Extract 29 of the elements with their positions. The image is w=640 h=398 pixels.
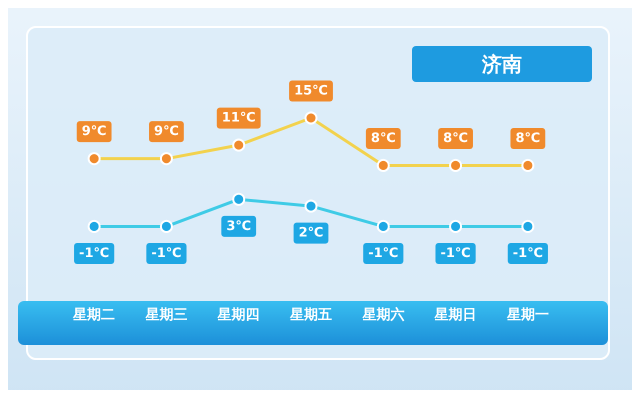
data-label: -1℃ [368, 246, 398, 261]
point [521, 220, 534, 233]
chart-title: 济南 [481, 52, 522, 76]
x-tick-label: 星期一 [506, 307, 549, 323]
x-tick-label: 星期四 [216, 307, 260, 323]
point [376, 220, 390, 233]
data-label: 9℃ [154, 124, 179, 140]
data-label: 8℃ [443, 130, 468, 146]
x-tick-label: 星期六 [361, 306, 404, 323]
data-label: 8℃ [515, 130, 540, 146]
data-label: 3℃ [226, 218, 252, 234]
x-tick-label: 星期五 [289, 307, 332, 323]
data-label: 2℃ [298, 226, 324, 241]
point [88, 220, 101, 233]
data-label: -1℃ [79, 246, 110, 261]
point [304, 200, 318, 213]
data-label: -1℃ [440, 246, 471, 261]
x-tick-label: 星期二 [72, 307, 116, 323]
point [449, 220, 462, 233]
x-tick-label: 星期日 [434, 307, 477, 323]
data-label: 11℃ [222, 110, 256, 126]
data-label: 8℃ [370, 130, 396, 146]
point [232, 192, 246, 206]
data-label: -1℃ [151, 246, 182, 261]
data-label: 9℃ [82, 124, 107, 140]
data-label: -1℃ [512, 246, 543, 261]
data-label: 15℃ [294, 84, 328, 98]
x-tick-label: 星期三 [144, 307, 188, 323]
point [160, 220, 173, 233]
